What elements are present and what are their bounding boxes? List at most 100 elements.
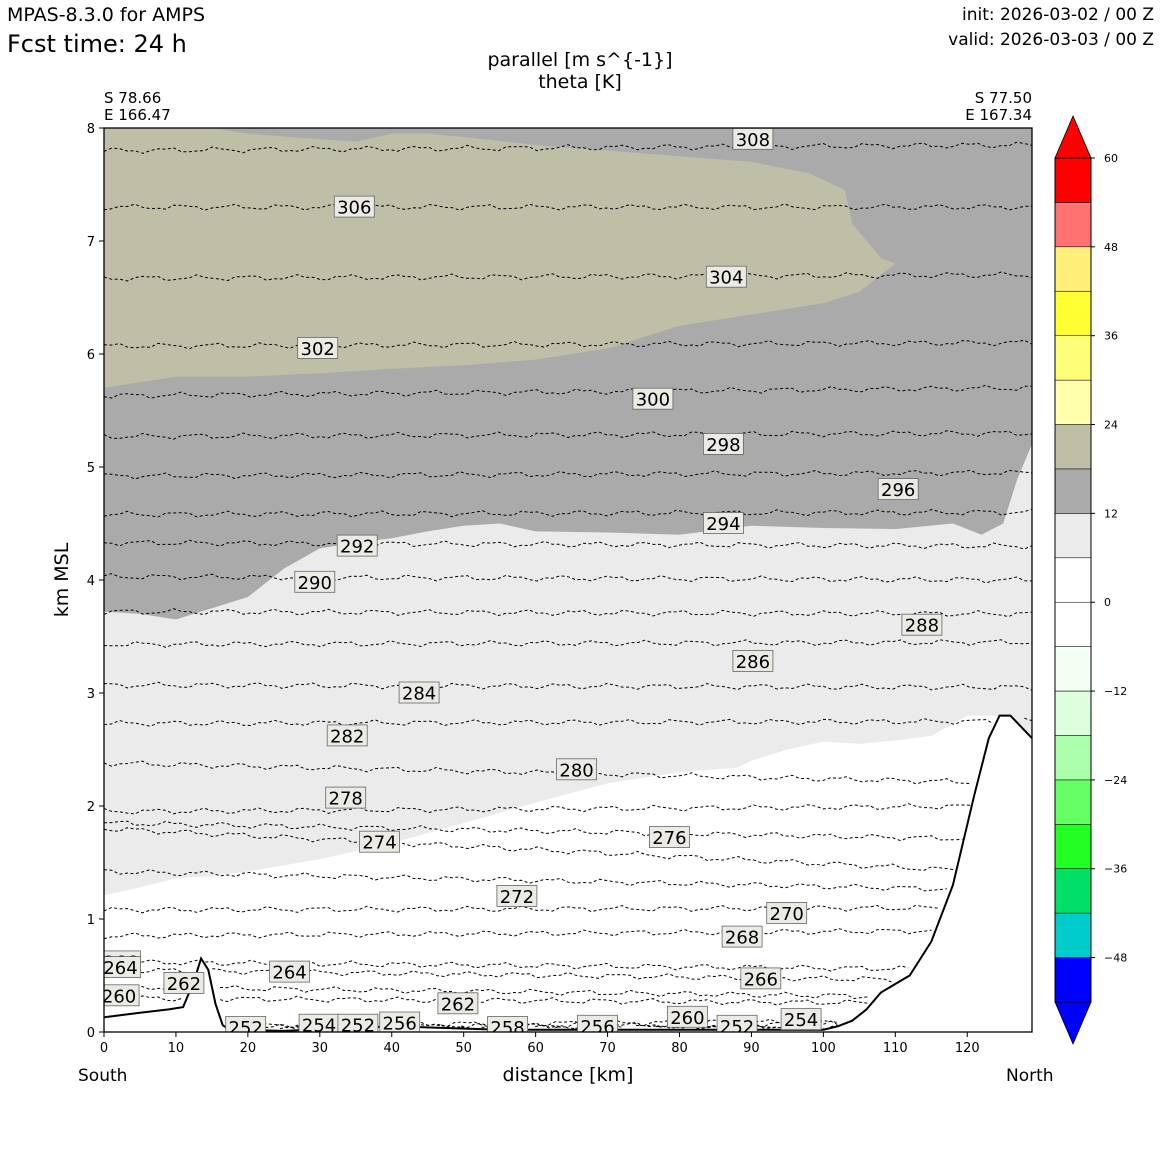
contour-label-26: 262	[441, 994, 475, 1015]
colorbar-segment-18	[1054, 157, 1092, 203]
contour-label-32: 254	[302, 1016, 336, 1037]
shading-region-0	[104, 444, 1032, 896]
contour-label-9: 290	[298, 573, 332, 594]
y-tick-label-3: 3	[87, 687, 95, 702]
x-tick-label-10: 10	[168, 1041, 185, 1056]
chart-title: parallel [m s^{-1}]	[487, 49, 673, 71]
right-corner-lat: S 77.50	[974, 89, 1032, 107]
colorbar-segment-16	[1054, 246, 1092, 292]
colorbar-tick-label-6: −12	[1104, 685, 1127, 698]
contour-label-25: 262	[167, 974, 201, 995]
contour-label-box-15	[325, 786, 367, 809]
contour-label-box-29	[487, 1016, 529, 1032]
contour-label-6: 296	[881, 480, 915, 501]
x-tick-label-60: 60	[527, 1041, 544, 1056]
contour-label-16: 276	[652, 828, 686, 849]
colorbar-segment-3	[1054, 824, 1092, 869]
y-tick-label-0: 0	[87, 1026, 95, 1041]
contour-label-box-27	[104, 984, 140, 1007]
contour-label-19: 270	[770, 904, 804, 925]
contour-label-box-28	[667, 1005, 708, 1028]
x-tick-label-0: 0	[100, 1041, 108, 1056]
x-tick-label-120: 120	[955, 1041, 980, 1056]
contour-label-box-34	[225, 1016, 267, 1032]
contour-label-box-11	[732, 650, 774, 672]
colorbar-tick-label-2: 36	[1104, 330, 1118, 343]
contour-label-box-10	[901, 613, 943, 636]
theta-contour-286	[104, 639, 1032, 648]
colorbar-segment-7	[1054, 646, 1092, 692]
shading-region-2	[104, 128, 896, 388]
theta-contour-272	[104, 869, 947, 892]
contour-label-36: 252	[720, 1017, 754, 1038]
contour-label-4: 300	[636, 390, 670, 411]
contour-label-box-1	[333, 195, 375, 218]
contour-label-box-25	[163, 972, 205, 994]
x-tick-label-80: 80	[671, 1041, 688, 1056]
contour-label-box-36	[716, 1014, 758, 1032]
contour-label-10: 288	[905, 616, 939, 637]
contour-label-box-31	[577, 1014, 618, 1032]
contour-label-box-23	[104, 956, 141, 978]
contour-label-18: 272	[500, 887, 534, 908]
contour-label-box-14	[556, 758, 597, 781]
contour-label-box-18	[496, 885, 538, 907]
colorbar-tick-label-4: 12	[1104, 507, 1118, 520]
colorbar-tick-label-1: 48	[1104, 241, 1118, 254]
contour-label-box-7	[703, 512, 744, 534]
theta-contour-268	[104, 927, 932, 940]
contour-label-box-9	[294, 570, 336, 593]
x-tick-label-20: 20	[240, 1041, 257, 1056]
colorbar-segment-6	[1054, 690, 1092, 736]
contour-label-box-4	[632, 387, 674, 410]
contour-label-box-19	[766, 902, 808, 924]
theta-contour-260	[104, 995, 870, 1006]
contour-label-8: 292	[340, 537, 374, 558]
init-time: init: 2026-03-02 / 00 Z	[961, 5, 1154, 25]
colorbar-segment-2	[1054, 868, 1092, 914]
y-tick-label-6: 6	[87, 348, 95, 363]
left-corner-lat: S 78.66	[104, 89, 162, 107]
contour-label-13: 282	[330, 726, 364, 747]
contour-label-28: 260	[670, 1008, 704, 1029]
y-tick-label-7: 7	[87, 235, 95, 250]
contour-label-box-12	[398, 681, 440, 704]
contour-label-17: 274	[362, 833, 396, 854]
theta-contour-278	[104, 803, 971, 815]
x-tick-label-50: 50	[455, 1041, 472, 1056]
contour-label-0: 308	[736, 130, 770, 151]
colorbar-tick-label-0: 60	[1104, 152, 1118, 165]
theta-contour-300	[104, 384, 1032, 399]
colorbar-tick-label-3: 24	[1104, 419, 1118, 432]
theta-contour-288	[104, 608, 1032, 618]
contour-label-24: 264	[272, 963, 306, 984]
forecast-time: Fcst time: 24 h	[7, 30, 187, 58]
colorbar-extend-high	[1054, 114, 1092, 159]
colorbar-segment-8	[1054, 601, 1092, 647]
contour-label-5: 298	[706, 435, 740, 456]
colorbar-segment-5	[1054, 735, 1092, 781]
y-tick-label-5: 5	[87, 461, 95, 476]
contour-label-box-21	[740, 967, 782, 990]
theta-contour-302	[104, 339, 1032, 350]
contour-label-35: 252	[341, 1016, 375, 1037]
terrain-outline	[104, 714, 1032, 1032]
south-end-label: South	[78, 1066, 128, 1086]
theta-contour-292	[104, 539, 1032, 550]
left-corner-lon: E 166.47	[104, 106, 171, 124]
contour-label-27: 260	[102, 986, 136, 1007]
x-tick-label-110: 110	[883, 1041, 908, 1056]
colorbar-segment-11	[1054, 468, 1092, 514]
colorbar-segment-17	[1054, 202, 1092, 248]
contour-label-14: 280	[559, 760, 593, 781]
theta-contour-294	[104, 508, 1032, 518]
x-tick-label-40: 40	[383, 1041, 400, 1056]
contour-label-3: 302	[301, 339, 335, 360]
contour-label-box-30	[379, 1011, 421, 1032]
contour-label-2: 304	[709, 268, 743, 289]
contour-label-box-20	[721, 925, 763, 948]
contour-label-box-16	[649, 826, 690, 848]
colorbar-segment-15	[1054, 291, 1092, 336]
contour-label-1: 306	[337, 198, 371, 219]
